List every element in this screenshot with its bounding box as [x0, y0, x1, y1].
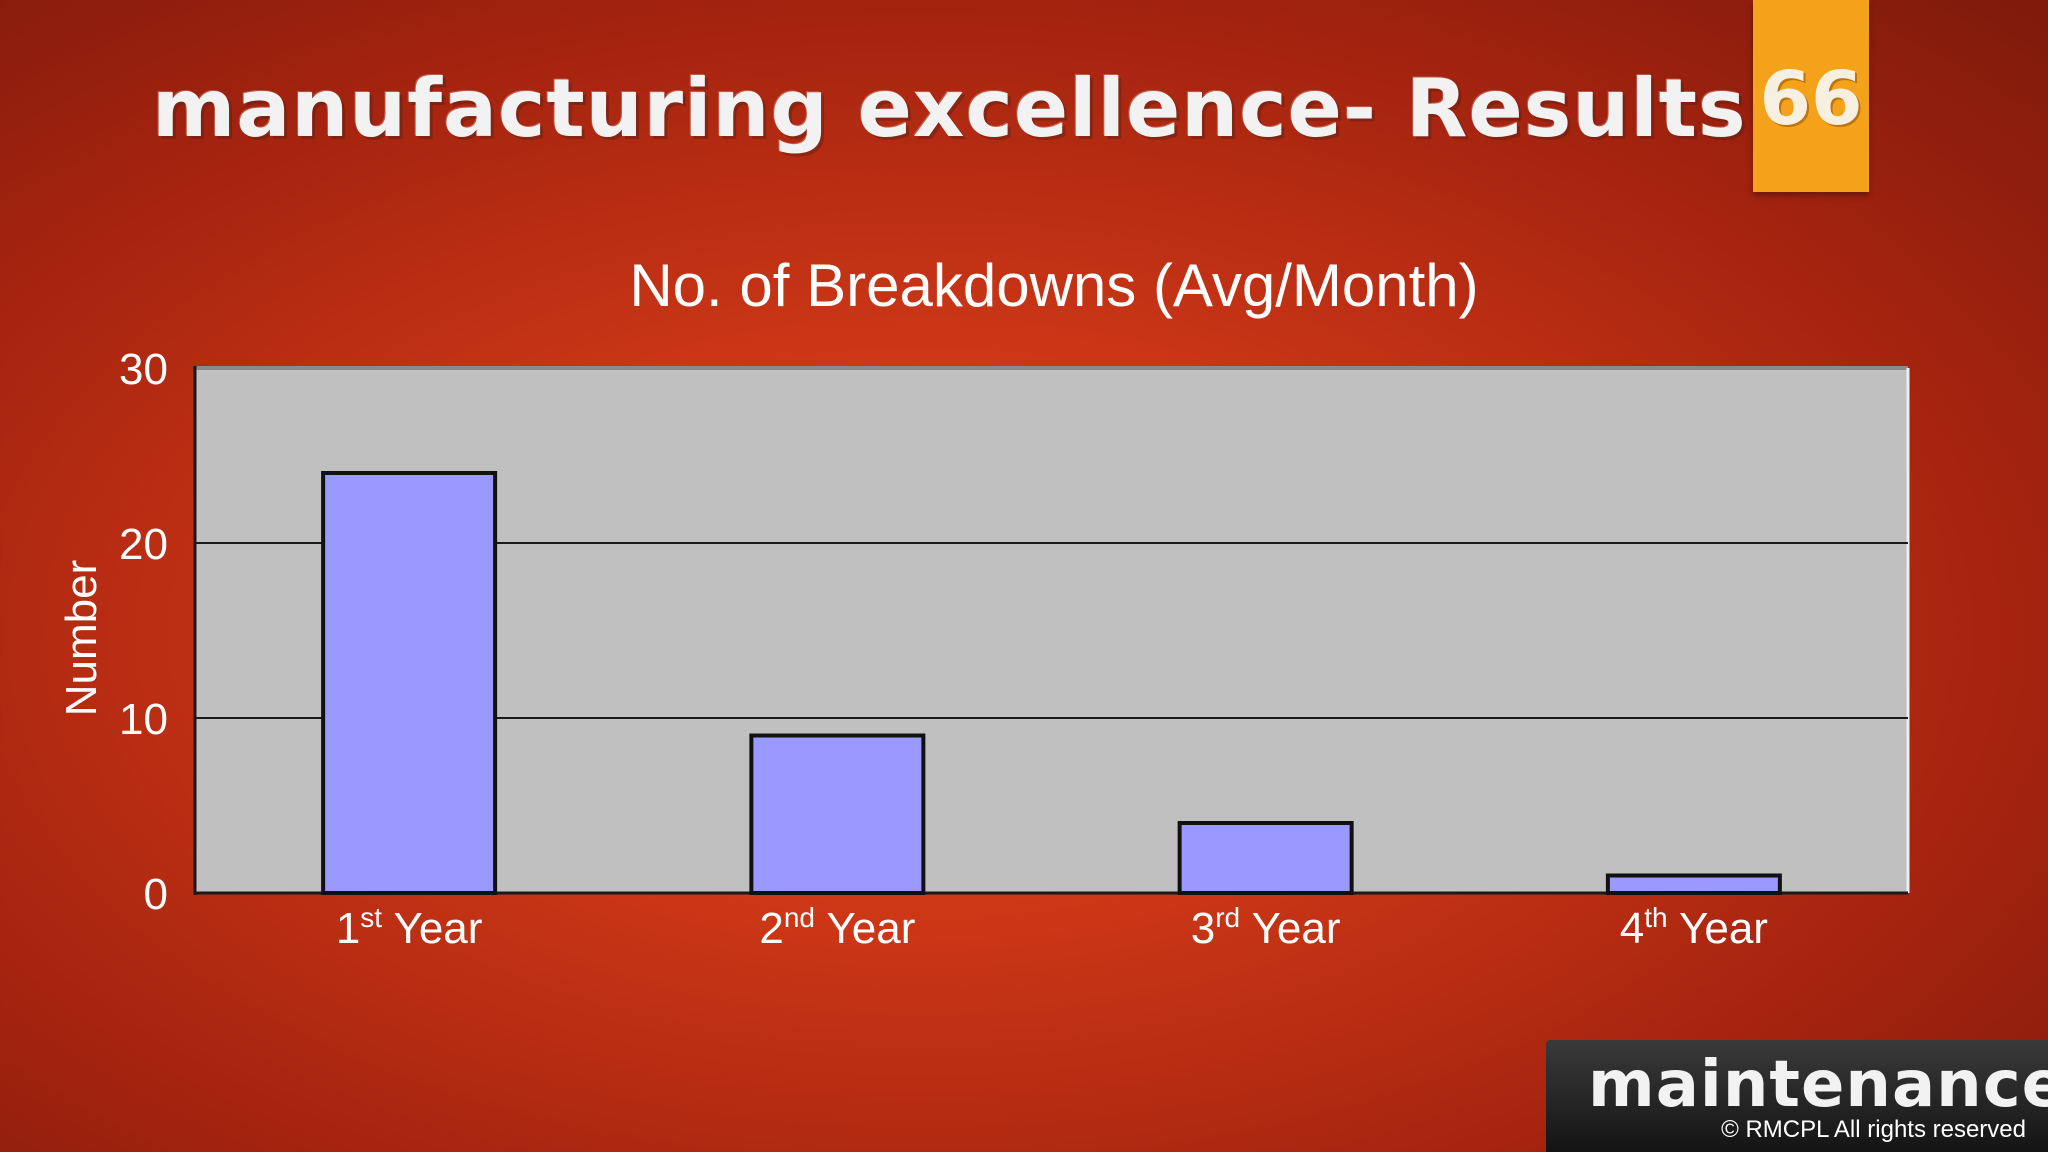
bar: [1605, 873, 1782, 895]
bar: [1177, 821, 1354, 895]
x-tick-label: 4th Year: [1620, 902, 1768, 953]
bar: [749, 733, 926, 895]
x-tick-label: 2nd Year: [759, 902, 915, 953]
y-tick-label: 0: [144, 870, 168, 919]
x-tick-label: 3rd Year: [1191, 902, 1341, 953]
slide-title: manufacturing excellence- Results: [152, 62, 1747, 155]
y-axis-label: Number: [57, 560, 106, 717]
page-number-badge: 66: [1753, 0, 1869, 192]
chart-title: No. of Breakdowns (Avg/Month): [629, 252, 1478, 319]
bar: [321, 471, 498, 895]
x-tick-label: 1st Year: [336, 902, 483, 953]
y-tick-label: 20: [119, 520, 168, 569]
footer-badge: maintenance © RMCPL All rights reserved: [1546, 1040, 2048, 1152]
y-tick-label: 30: [119, 345, 168, 394]
y-tick-label: 10: [119, 695, 168, 744]
page-number: 66: [1759, 56, 1863, 142]
copyright-notice: © RMCPL All rights reserved: [1721, 1116, 2026, 1143]
footer-brand-word: maintenance: [1588, 1048, 2048, 1122]
